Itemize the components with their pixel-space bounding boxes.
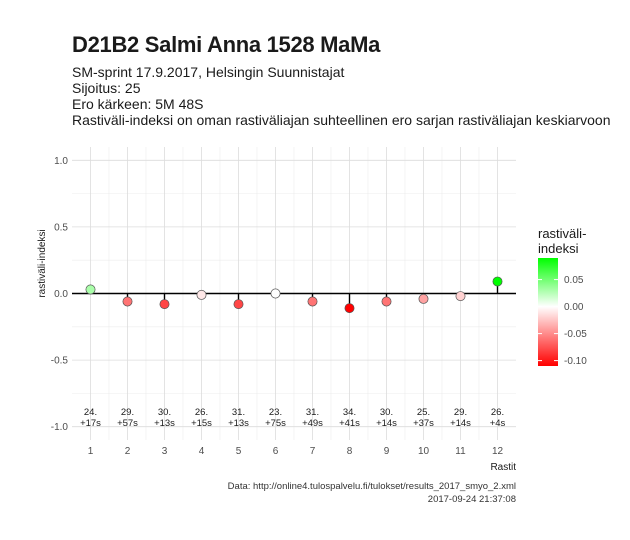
data-point-3 — [159, 299, 170, 310]
annotation-diff-11: +14s — [450, 418, 471, 429]
annotation-diff-5: +13s — [228, 418, 249, 429]
x-axis-label: Rastit — [490, 462, 516, 473]
data-point-11 — [455, 291, 466, 302]
caption-timestamp: 2017-09-24 21:37:08 — [427, 494, 516, 505]
x-tick-label: 11 — [455, 446, 466, 457]
data-point-2 — [122, 296, 133, 307]
y-tick-label: 0.0 — [54, 289, 68, 300]
data-point-6 — [270, 288, 281, 299]
annotation-diff-3: +13s — [154, 418, 175, 429]
y-axis-label: rastiväli-indeksi — [37, 229, 48, 297]
annotation-diff-12: +4s — [490, 418, 506, 429]
points-group — [85, 276, 503, 314]
data-point-12 — [492, 276, 503, 287]
x-tick-label: 12 — [492, 446, 504, 457]
x-tick-label: 2 — [125, 446, 131, 457]
chart-title: D21B2 Salmi Anna 1528 MaMa — [72, 32, 381, 57]
x-tick-label: 6 — [273, 446, 279, 457]
legend-tick-label: -0.10 — [564, 356, 587, 367]
annotation-rank-4: 26. — [195, 407, 208, 418]
legend-title-line-1: rastiväli- — [538, 226, 587, 241]
data-point-5 — [233, 299, 244, 310]
y-tick-label: -1.0 — [51, 422, 69, 433]
y-tick-label: -0.5 — [51, 356, 69, 367]
annotation-rank-11: 29. — [454, 407, 467, 418]
subtitle-line-3: Ero kärkeen: 5M 48S — [72, 96, 204, 112]
data-point-9 — [381, 296, 392, 307]
data-point-4 — [196, 289, 207, 300]
annotation-diff-1: +17s — [80, 418, 101, 429]
x-tick-label: 7 — [310, 446, 316, 457]
annotation-diff-4: +15s — [191, 418, 212, 429]
x-tick-label: 9 — [384, 446, 390, 457]
annotation-diff-6: +75s — [265, 418, 286, 429]
x-tick-label: 10 — [418, 446, 430, 457]
data-point-1 — [85, 284, 96, 295]
subtitle-line-2: Sijoitus: 25 — [72, 80, 141, 96]
x-tick-label: 4 — [199, 446, 205, 457]
legend-tick-label: -0.05 — [564, 329, 587, 340]
annotation-rank-10: 25. — [417, 407, 430, 418]
legend-tick-label: 0.05 — [564, 275, 584, 286]
subtitle-line-1: SM-sprint 17.9.2017, Helsingin Suunnista… — [72, 64, 345, 80]
caption-source: Data: http://online4.tulospalvelu.fi/tul… — [227, 481, 516, 492]
y-tick-label: 0.5 — [54, 222, 68, 233]
annotation-diff-2: +57s — [117, 418, 138, 429]
subtitle-line-4: Rastiväli-indeksi on oman rastiväliajan … — [72, 112, 611, 128]
data-point-8 — [344, 303, 355, 314]
annotation-rank-1: 24. — [84, 407, 97, 418]
y-tick-label: 1.0 — [54, 156, 68, 167]
annotation-rank-7: 31. — [306, 407, 319, 418]
annotation-rank-6: 23. — [269, 407, 282, 418]
legend-title-line-2: indeksi — [538, 241, 579, 256]
legend-tick-label: 0.00 — [564, 302, 584, 313]
data-point-7 — [307, 296, 318, 307]
data-point-10 — [418, 293, 429, 304]
annotation-diff-7: +49s — [302, 418, 323, 429]
annotation-diff-10: +37s — [413, 418, 434, 429]
annotation-rank-3: 30. — [158, 407, 171, 418]
annotation-rank-9: 30. — [380, 407, 393, 418]
x-tick-label: 1 — [88, 446, 94, 457]
legend-title: rastiväli- indeksi — [538, 226, 586, 256]
annotation-diff-9: +14s — [376, 418, 397, 429]
annotation-diff-8: +41s — [339, 418, 360, 429]
annotation-rank-5: 31. — [232, 407, 245, 418]
x-tick-label: 3 — [162, 446, 168, 457]
x-tick-label: 5 — [236, 446, 242, 457]
x-tick-label: 8 — [347, 446, 353, 457]
legend-colorbar — [538, 258, 558, 366]
annotation-rank-8: 34. — [343, 407, 356, 418]
annotation-rank-12: 26. — [491, 407, 504, 418]
annotation-rank-2: 29. — [121, 407, 134, 418]
